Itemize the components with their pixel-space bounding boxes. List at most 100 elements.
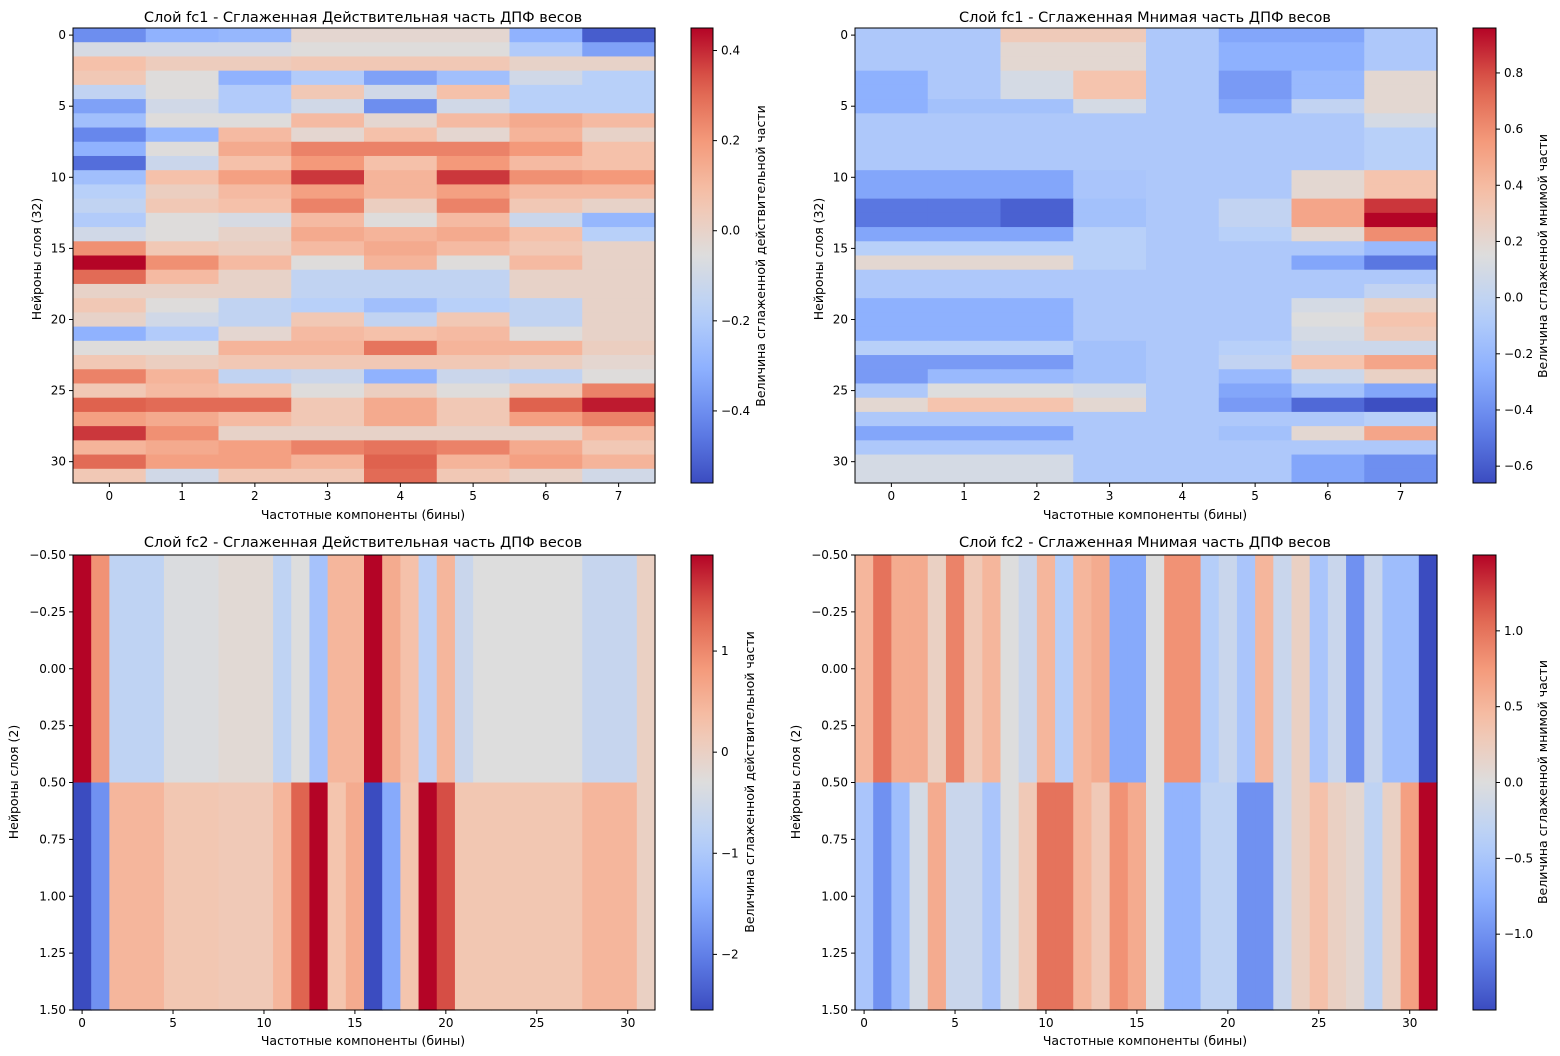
heatmap-cell (473, 782, 492, 1011)
heatmap-cell (927, 440, 1002, 456)
heatmap-cell (1000, 269, 1074, 285)
heatmap-cell (291, 127, 365, 143)
heatmap-cell (73, 397, 147, 413)
heatmap-cell (1018, 555, 1038, 784)
heatmap-cell (400, 555, 420, 784)
heatmap-cell (218, 454, 292, 470)
heatmap-cell (254, 782, 274, 1011)
heatmap-cell (927, 255, 1002, 271)
heatmap-cell (509, 28, 583, 43)
heatmap-cell (145, 326, 220, 342)
heatmap-cell (1364, 298, 1438, 313)
heatmap-cell (364, 113, 438, 129)
heatmap-panel-fc2-real: Слой fc2 - Сглаженная Действительная час… (6, 535, 757, 1048)
heatmap-cell (582, 255, 656, 271)
heatmap-cell (927, 468, 1002, 484)
y-tick-label: 25 (51, 384, 66, 398)
heatmap-cell (436, 227, 511, 242)
heatmap-cell (1000, 426, 1074, 441)
heatmap-cell (145, 340, 220, 356)
heatmap-cell (1255, 555, 1274, 784)
heatmap-cell (1000, 42, 1074, 58)
heatmap-cell (1000, 241, 1074, 257)
heatmap-cell (364, 198, 438, 214)
heatmap-cell (1146, 241, 1220, 257)
y-tick-label: 0.25 (39, 719, 66, 733)
heatmap-cell (509, 555, 529, 784)
heatmap-cell (364, 411, 438, 427)
heatmap-cell (291, 340, 365, 356)
heatmap-cell (927, 28, 1002, 43)
heatmap-cell (1291, 454, 1365, 470)
heatmap-cell (855, 411, 929, 427)
heatmap-cell (1146, 397, 1220, 413)
heatmap-cell (855, 241, 929, 257)
heatmap-cell (291, 255, 365, 271)
colorbar-tick-label: 0.4 (721, 44, 740, 58)
colorbar-tick-label: −0.4 (1504, 403, 1533, 417)
heatmap-cell (1000, 56, 1074, 72)
heatmap-cell (436, 340, 511, 356)
heatmap-cell (127, 555, 147, 784)
heatmap-cell (927, 312, 1002, 328)
heatmap-cell (855, 155, 929, 171)
heatmap-cell (436, 198, 511, 214)
heatmap-cell (145, 184, 220, 200)
heatmap-cell (364, 170, 438, 186)
heatmap-cell (1073, 312, 1147, 328)
heatmap-cell (909, 782, 929, 1011)
y-tick-label: 0.00 (39, 662, 66, 676)
heatmap-cell (582, 56, 656, 72)
y-tick-label: 0.50 (39, 776, 66, 790)
heatmap-cell (855, 56, 929, 72)
heatmap-cell (855, 99, 929, 114)
heatmap-cell (1073, 99, 1147, 114)
heatmap-cell (145, 141, 220, 157)
heatmap-cell (855, 113, 929, 129)
heatmap-cell (364, 468, 438, 484)
heatmap-cell (1291, 426, 1365, 441)
heatmap-cell (1146, 28, 1220, 43)
heatmap-cell (218, 198, 292, 214)
heatmap-cell (1000, 369, 1074, 385)
heatmap-cell (1091, 782, 1111, 1011)
heatmap-cell (1291, 70, 1365, 86)
heatmap-cell (127, 782, 147, 1011)
heatmap-cell (1000, 440, 1074, 456)
heatmap-cell (1364, 255, 1438, 271)
heatmap-cell (509, 113, 583, 129)
heatmap-cell (509, 99, 583, 114)
heatmap-cell (855, 326, 929, 342)
heatmap-cell (218, 782, 238, 1011)
y-axis-label: Нейроны слоя (2) (6, 725, 21, 840)
heatmap-cell (1218, 127, 1293, 143)
heatmap-cell (509, 56, 583, 72)
heatmap-cell (855, 255, 929, 271)
colorbar-tick-label: 0.2 (721, 134, 740, 148)
heatmap-cells (73, 555, 656, 1011)
x-tick-label: 0 (860, 1016, 868, 1030)
x-tick-label: 0 (78, 1016, 86, 1030)
colorbar-tick-label: 0.0 (1504, 291, 1523, 305)
heatmap-cell (1291, 113, 1365, 129)
heatmap-cell (1000, 84, 1074, 100)
heatmap-cell (291, 426, 365, 441)
heatmap-cell (73, 326, 147, 342)
colorbar-tick-label: −0.2 (1504, 347, 1533, 361)
heatmap-cell (145, 170, 220, 186)
heatmap-cell (145, 454, 220, 470)
heatmap-cell (1364, 227, 1438, 242)
heatmap-cell (218, 298, 292, 313)
heatmap-cell (855, 28, 929, 43)
heatmap-cell (582, 99, 656, 114)
heatmap-cell (1146, 298, 1220, 313)
heatmap-cell (436, 56, 511, 72)
y-tick-label: 5 (840, 99, 848, 113)
heatmap-cell (1073, 426, 1147, 441)
heatmap-cell (73, 84, 147, 100)
heatmap-cell (855, 782, 874, 1011)
heatmap-cell (145, 468, 220, 484)
heatmap-cell (509, 426, 583, 441)
heatmap-cell (491, 782, 511, 1011)
colorbar-tick-label: 1.0 (1504, 624, 1523, 638)
